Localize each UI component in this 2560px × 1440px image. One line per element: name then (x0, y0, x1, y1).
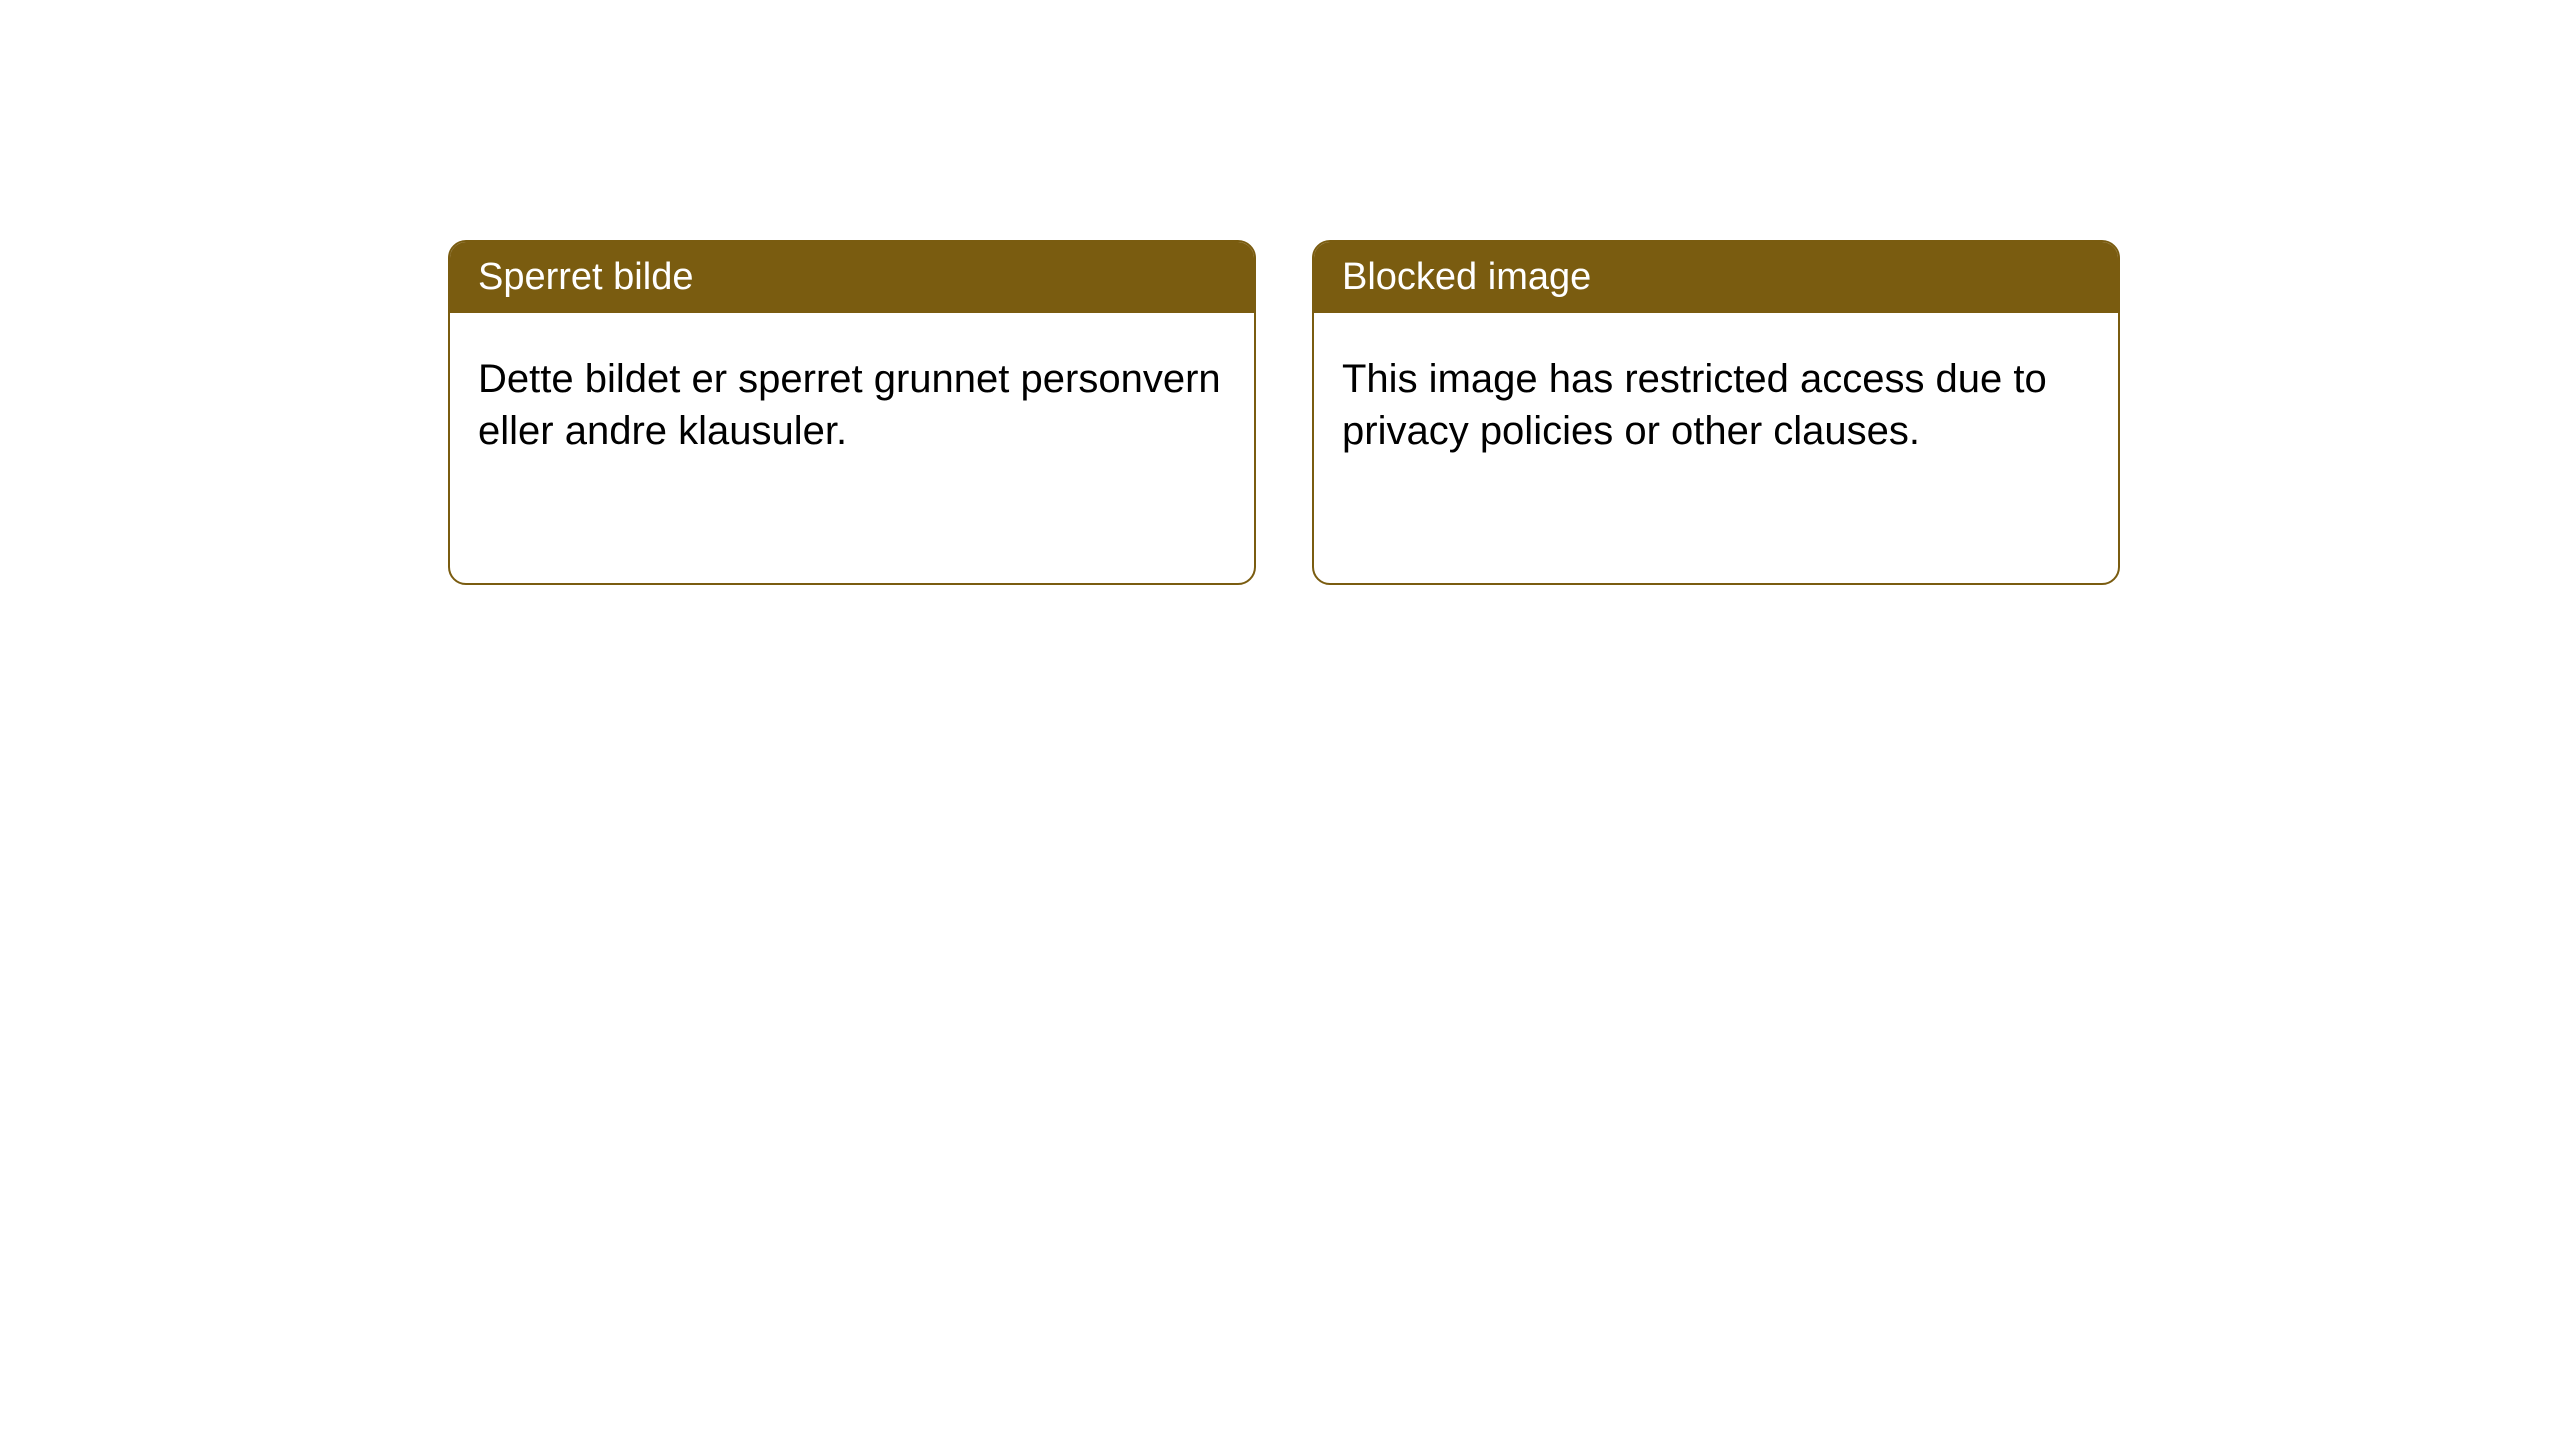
notice-message: Dette bildet er sperret grunnet personve… (478, 357, 1221, 453)
notice-header: Blocked image (1314, 242, 2118, 313)
notice-card-english: Blocked image This image has restricted … (1312, 240, 2120, 585)
notice-body: Dette bildet er sperret grunnet personve… (450, 313, 1254, 583)
notice-card-norwegian: Sperret bilde Dette bildet er sperret gr… (448, 240, 1256, 585)
notice-title: Blocked image (1342, 256, 1591, 298)
notice-container: Sperret bilde Dette bildet er sperret gr… (448, 240, 2120, 585)
notice-header: Sperret bilde (450, 242, 1254, 313)
notice-body: This image has restricted access due to … (1314, 313, 2118, 583)
notice-title: Sperret bilde (478, 256, 693, 298)
notice-message: This image has restricted access due to … (1342, 357, 2047, 453)
